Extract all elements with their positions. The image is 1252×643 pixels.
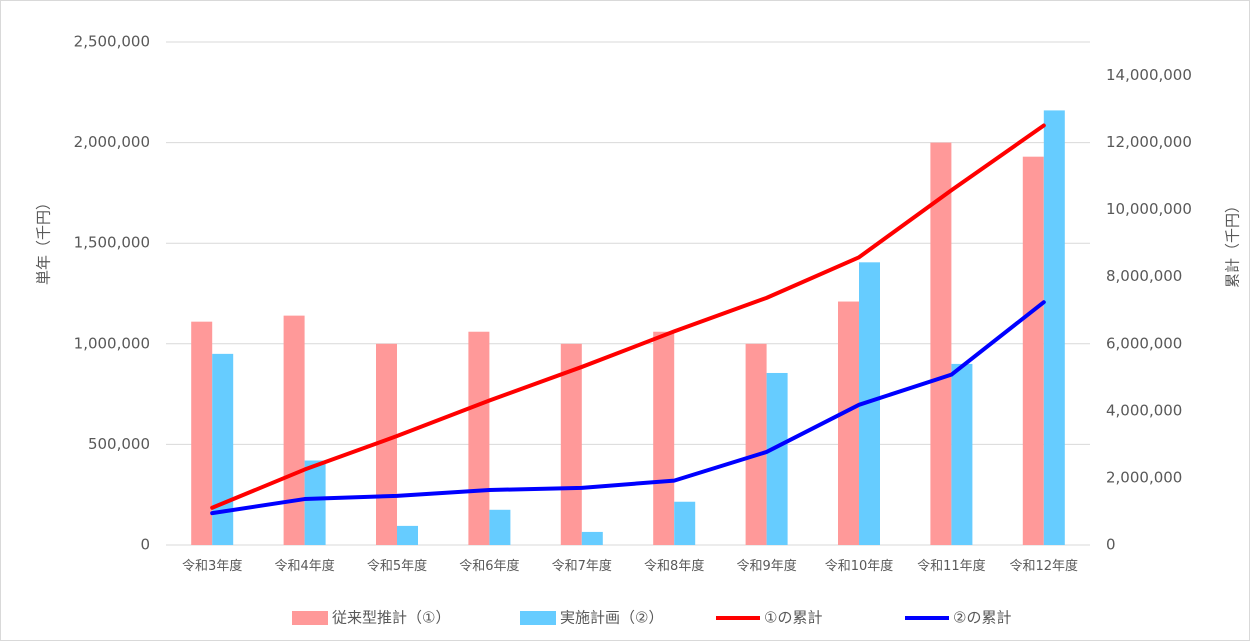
right-axis-ticks: 0 2,000,000 4,000,000 6,000,000 8,000,000 10,… <box>1106 66 1192 553</box>
bars <box>191 110 1065 546</box>
category-label: 令和11年度 <box>917 558 986 574</box>
bar <box>489 509 511 545</box>
bar <box>1043 110 1065 546</box>
bar <box>283 315 305 545</box>
left-tick-label: 2,500,000 <box>74 33 150 51</box>
left-axis-title: 単年（千円） <box>35 195 53 285</box>
left-tick-label: 500,000 <box>88 435 150 453</box>
right-tick-label: 10,000,000 <box>1106 200 1192 218</box>
bar <box>304 460 326 545</box>
series-line <box>210 123 1046 510</box>
bar <box>1022 156 1044 545</box>
bar <box>191 321 213 545</box>
series-line <box>210 300 1046 516</box>
legend-label: ②の累計 <box>953 609 1011 627</box>
lines <box>210 123 1046 516</box>
category-label: 令和8年度 <box>644 558 704 574</box>
legend-label: 実施計画（②） <box>560 609 663 627</box>
right-tick-label: 8,000,000 <box>1106 267 1182 285</box>
left-tick-label: 1,000,000 <box>74 334 150 352</box>
legend-swatch <box>292 611 328 625</box>
category-label: 令和7年度 <box>552 558 612 574</box>
right-tick-label: 14,000,000 <box>1106 66 1192 84</box>
right-tick-label: 4,000,000 <box>1106 401 1182 419</box>
bar <box>766 372 788 545</box>
legend-swatch <box>520 611 556 625</box>
bar <box>859 262 880 545</box>
left-tick-label: 1,500,000 <box>74 234 150 252</box>
left-tick-label: 0 <box>140 536 150 554</box>
right-axis-title: 累計（千円） <box>1224 198 1242 288</box>
category-label: 令和3年度 <box>182 558 242 574</box>
bar <box>397 525 418 545</box>
bar <box>745 343 767 545</box>
right-tick-label: 2,000,000 <box>1106 468 1182 486</box>
category-label: 令和6年度 <box>459 558 519 574</box>
category-labels: 令和3年度 令和4年度 令和5年度 令和6年度 令和7年度 令和8年度 令和9年度 令和10年… <box>182 558 1078 574</box>
legend-label: ①の累計 <box>764 609 822 627</box>
bar <box>930 142 952 545</box>
bar <box>951 363 973 545</box>
category-label: 令和10年度 <box>825 558 894 574</box>
bar <box>581 531 603 545</box>
bar <box>674 501 696 545</box>
right-tick-label: 0 <box>1106 536 1116 554</box>
category-label: 令和5年度 <box>367 558 427 574</box>
category-label: 令和4年度 <box>274 558 334 574</box>
bar <box>838 301 859 545</box>
bar <box>212 353 234 545</box>
bar <box>468 331 490 545</box>
legend-label: 従来型推計（①） <box>332 609 450 627</box>
legend: 従来型推計（①） 実施計画（②） ①の累計 ②の累計 <box>292 609 1011 627</box>
left-axis-ticks: 0 500,000 1,000,000 1,500,000 2,000,000 2,500… <box>74 33 150 554</box>
right-tick-label: 12,000,000 <box>1106 133 1192 151</box>
left-tick-label: 2,000,000 <box>74 133 150 151</box>
bar <box>560 343 582 545</box>
bar <box>653 331 675 545</box>
category-label: 令和9年度 <box>736 558 796 574</box>
right-tick-label: 6,000,000 <box>1106 334 1182 352</box>
category-label: 令和12年度 <box>1010 558 1079 574</box>
